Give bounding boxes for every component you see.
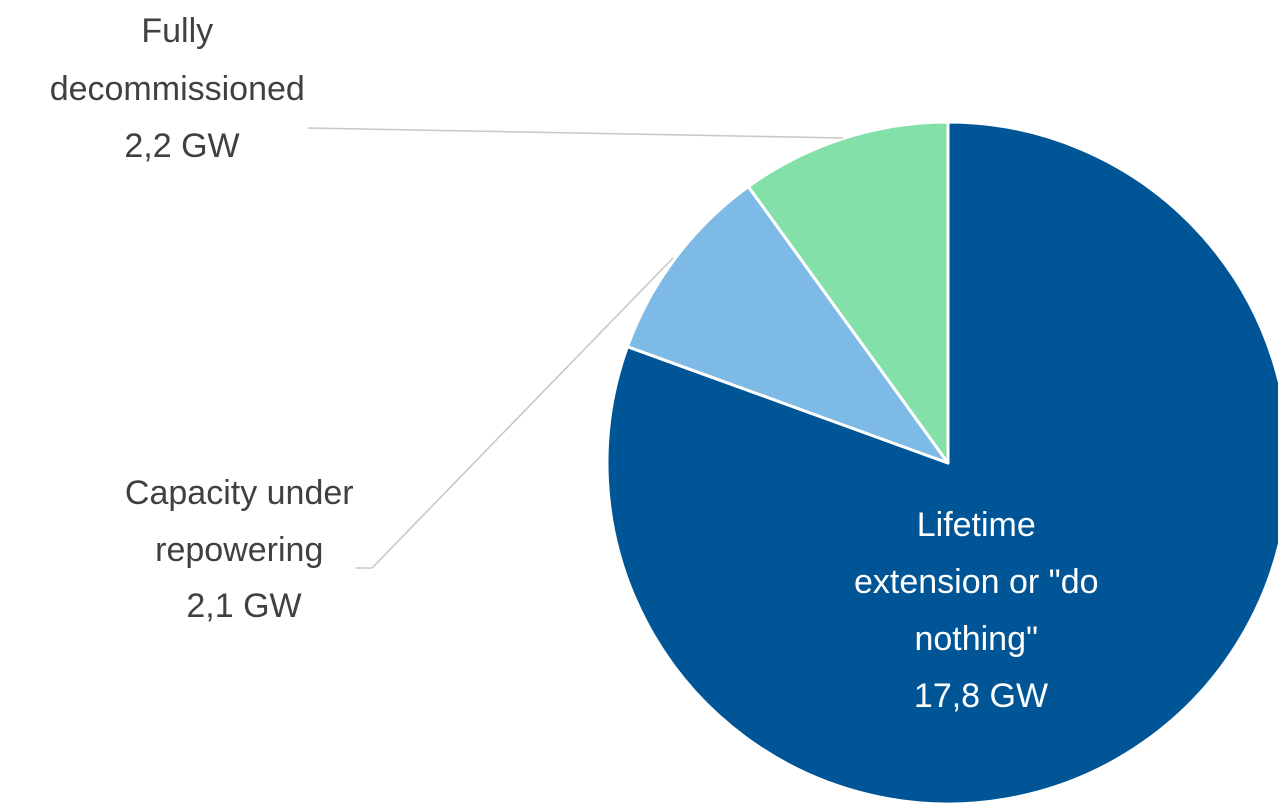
data-label-line: Capacity under <box>125 474 354 512</box>
data-label-line: nothing" <box>914 620 1038 658</box>
data-label-value: 2,1 GW <box>186 587 301 625</box>
data-label-line: extension or "do <box>854 563 1099 601</box>
pie-slice-decommissioned <box>746 120 950 465</box>
leader-lines <box>307 127 844 569</box>
pie-slice-repowering <box>625 185 950 465</box>
data-label-value: 17,8 GW <box>914 677 1048 715</box>
leader-line-decommissioned <box>307 127 844 139</box>
data-label-value: 2,2 GW <box>124 127 239 165</box>
data-labels: Lifetime extension or "do nothing" 17,8 … <box>50 12 1108 715</box>
data-label-line: Lifetime <box>917 506 1036 544</box>
leader-line-repowering <box>356 257 674 569</box>
data-label-line: repowering <box>155 531 323 569</box>
data-label-line: decommissioned <box>50 70 305 108</box>
data-label-repowering: Capacity under repowering 2,1 GW <box>125 474 363 625</box>
data-label-decommissioned: Fully decommissioned 2,2 GW <box>50 12 315 165</box>
pie-slices <box>605 120 1278 805</box>
pie-slice-lifetime-extension <box>605 120 1278 805</box>
data-label-lifetime-extension: Lifetime extension or "do nothing" 17,8 … <box>854 506 1108 715</box>
data-label-line: Fully <box>141 12 213 50</box>
